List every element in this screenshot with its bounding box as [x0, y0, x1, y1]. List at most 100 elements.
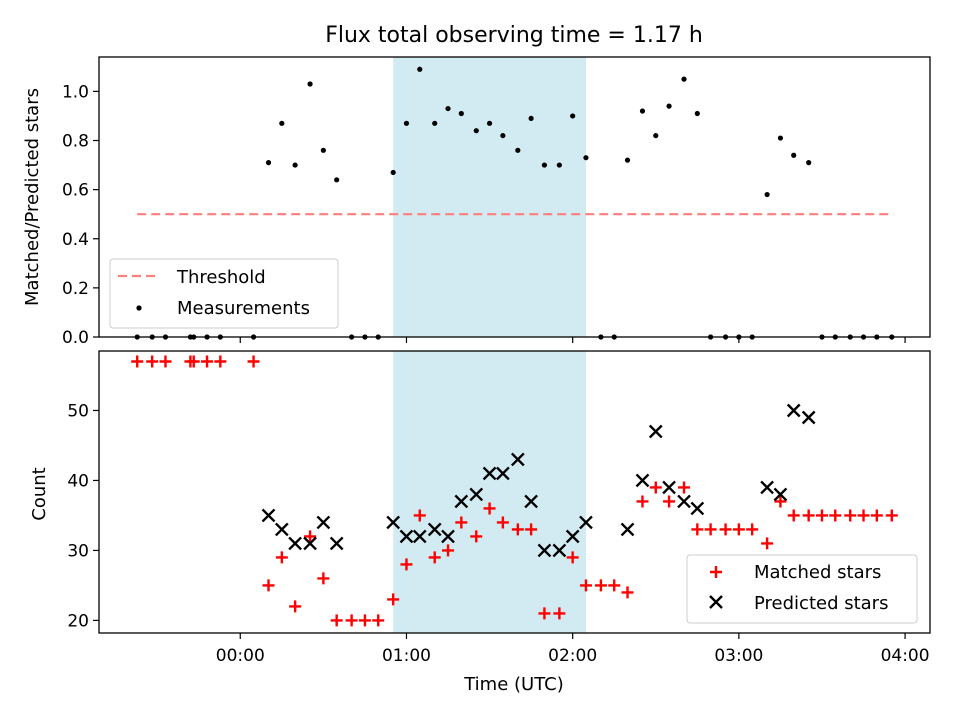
predicted-star-point: [690, 501, 705, 516]
matched-star-point: [704, 523, 717, 536]
measurement-point: [806, 160, 812, 166]
matched-star-point: [262, 579, 275, 592]
predicted-star-point: [648, 424, 663, 439]
top-legend: Threshold Measurements: [109, 258, 339, 329]
matched-star-point: [496, 516, 509, 529]
matched-star-point: [678, 481, 691, 494]
x-axis-label: Time (UTC): [463, 674, 564, 695]
matched-star-point: [470, 530, 483, 543]
bottom-x-ticks: 00:00 01:00 02:00 03:00 04:00: [216, 633, 930, 666]
top-y-tick-label: 0.8: [62, 132, 89, 152]
bottom-x-tick-label: 03:00: [714, 646, 763, 666]
predicted-star-point: [274, 522, 289, 537]
measurement-point: [445, 105, 451, 112]
bottom-panel: 20 30 40 50 00:00 01:00 02:00 03:00 04:00 Count…: [29, 350, 931, 695]
measurement-point: [528, 115, 534, 122]
top-y-tick-label: 0.6: [62, 181, 89, 201]
measurement-point: [279, 120, 285, 126]
predicted-star-point: [316, 515, 331, 530]
measurement-point: [515, 147, 521, 153]
measurement-point: [681, 76, 687, 82]
predicted-star-point: [412, 529, 427, 544]
legend-measurements-swatch: [136, 305, 142, 311]
measurement-point: [556, 162, 562, 168]
measurement-point: [320, 147, 326, 153]
predicted-star-point: [399, 529, 414, 544]
matched-star-point: [732, 523, 745, 536]
predicted-star-point: [677, 494, 691, 509]
matched-star-point: [428, 551, 441, 564]
top-axes-frame: [98, 56, 931, 338]
measurement-point: [390, 169, 396, 176]
matched-star-point: [663, 495, 676, 508]
predicted-star-point: [760, 480, 774, 495]
matched-star-point: [691, 523, 704, 536]
matched-star-point: [413, 509, 426, 522]
bottom-x-tick-label: 04:00: [881, 646, 930, 666]
matched-star-point: [345, 614, 358, 627]
matched-star-point: [815, 509, 828, 522]
matched-star-point: [159, 355, 172, 368]
matched-stars-points: [131, 355, 898, 627]
measurement-point: [541, 162, 548, 168]
measurement-point: [432, 120, 438, 126]
matched-star-point: [746, 523, 759, 536]
matched-star-point: [761, 537, 774, 550]
bottom-y-tick-label: 40: [67, 471, 89, 491]
measurement-point: [292, 162, 298, 168]
predicted-star-point: [303, 536, 317, 551]
matched-star-point: [330, 614, 343, 627]
matched-star-point: [442, 544, 455, 557]
measurement-point: [473, 128, 479, 134]
matched-star-point: [829, 509, 842, 522]
bottom-highlight-band: [393, 351, 586, 633]
predicted-star-point: [261, 508, 276, 523]
matched-star-point: [247, 355, 260, 368]
matched-star-point: [214, 355, 227, 368]
legend-predicted-label: Predicted stars: [754, 593, 888, 614]
predicted-star-point: [786, 403, 801, 418]
bottom-legend-box: [686, 554, 918, 624]
legend-threshold-label: Threshold: [176, 267, 266, 288]
predicted-star-point: [386, 515, 401, 530]
top-legend-box: [109, 258, 339, 329]
predicted-star-point: [496, 466, 510, 481]
predicted-stars-points: [261, 403, 816, 558]
matched-star-point: [201, 355, 214, 368]
measurement-point: [666, 103, 672, 109]
matched-star-point: [525, 523, 538, 536]
matched-star-point: [511, 523, 524, 536]
matched-star-point: [187, 355, 200, 368]
top-y-tick-label: 1.0: [62, 82, 89, 102]
measurement-point: [624, 157, 631, 163]
predicted-star-point: [537, 543, 552, 558]
matched-star-point: [802, 509, 815, 522]
measurement-point: [307, 81, 313, 87]
bottom-x-tick-label: 01:00: [382, 646, 431, 666]
predicted-star-point: [773, 487, 788, 502]
legend-measurements-label: Measurements: [177, 298, 310, 319]
measurement-point: [265, 160, 272, 166]
predicted-star-point: [579, 515, 593, 530]
measurement-point: [791, 152, 797, 158]
bottom-y-tick-label: 20: [67, 611, 89, 631]
matched-star-point: [400, 558, 413, 571]
predicted-star-point: [801, 410, 816, 425]
predicted-star-point: [662, 480, 676, 495]
predicted-star-point: [524, 494, 538, 509]
matched-star-point: [857, 509, 870, 522]
predicted-star-point: [635, 473, 650, 488]
matched-star-point: [483, 502, 496, 515]
matched-star-point: [146, 355, 159, 368]
measurement-point: [639, 108, 646, 114]
top-x-ticks: [239, 337, 906, 343]
matched-star-point: [621, 586, 634, 599]
matched-star-point: [636, 495, 649, 508]
measurement-point: [334, 177, 340, 183]
measurement-point: [653, 132, 659, 139]
predicted-star-point: [329, 536, 344, 551]
legend-matched-label: Matched stars: [754, 562, 881, 583]
top-y-axis-label: Matched/Predicted stars: [22, 88, 43, 306]
matched-star-point: [787, 509, 800, 522]
